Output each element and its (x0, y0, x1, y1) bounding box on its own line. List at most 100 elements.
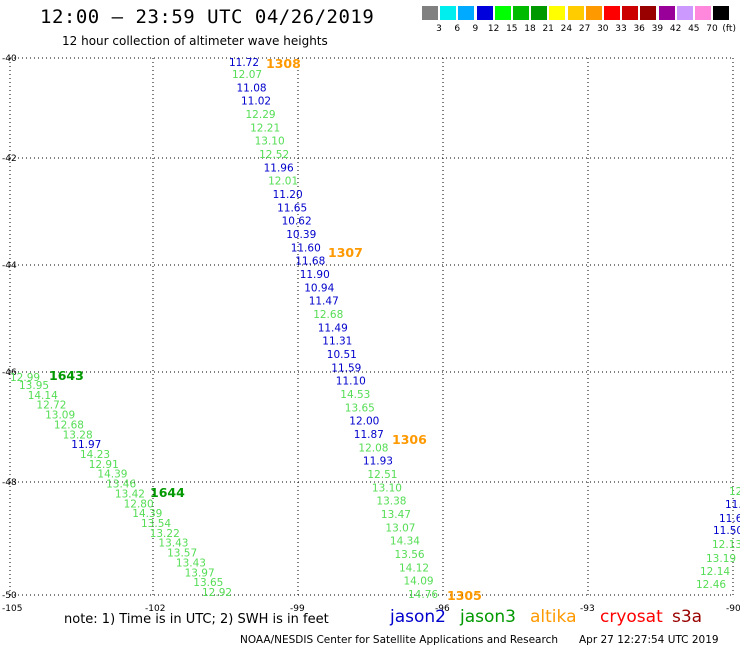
track-value: 12.68 (54, 419, 84, 431)
track-value: 14.09 (404, 576, 434, 588)
track-value: 11.49 (318, 322, 348, 334)
track-value: 13.47 (381, 509, 411, 521)
track-value: 12.01 (268, 176, 298, 188)
legend-swatch (458, 6, 475, 20)
legend-label: 24 (560, 24, 573, 34)
track-value: 12.51 (367, 469, 397, 481)
map-subtitle: 12 hour collection of altimeter wave hei… (62, 34, 328, 48)
latitude-label: -50 (2, 591, 17, 601)
track-value: 11.93 (363, 456, 393, 468)
legend-label: 36 (633, 24, 645, 34)
track-value: 14.14 (28, 390, 58, 402)
track-value: 10.51 (327, 349, 357, 361)
track-value: 11.02 (241, 96, 271, 108)
track-value: 12.00 (349, 416, 379, 428)
longitude-label: -99 (290, 604, 305, 614)
track-value: 14.53 (340, 389, 370, 401)
pass-time-label: 1305 (447, 588, 482, 603)
track-value: 12.21 (250, 122, 280, 134)
track-value: 12.13 (712, 539, 740, 551)
track-value: 13.09 (45, 410, 75, 422)
latitude-label: -48 (2, 478, 17, 488)
track-value: 11.50 (713, 525, 740, 537)
longitude-label: -93 (580, 604, 595, 614)
track-value: 14.39 (132, 508, 162, 520)
satellite-cryosat: cryosat (600, 607, 663, 627)
legend-label: 45 (688, 24, 700, 34)
legend-swatch (585, 6, 602, 20)
map-title: 12:00 – 23:59 UTC 04/26/2019 (40, 6, 375, 28)
track-value: 11.90 (300, 269, 330, 281)
track-value: 13.10 (255, 136, 285, 148)
track-value: 13.28 (63, 429, 93, 441)
track-value: 11.97 (71, 439, 101, 451)
pass-time-label: 1308 (266, 56, 301, 71)
legend-label: 12 (487, 24, 500, 34)
track-value: 13.43 (176, 557, 206, 569)
track-value: 14.34 (390, 536, 420, 548)
footer-timestamp: Apr 27 12:27:54 UTC 2019 (579, 634, 719, 646)
legend-label: 15 (506, 24, 518, 34)
legend-swatch (476, 6, 493, 20)
legend-label: 39 (651, 24, 664, 34)
pass-time-label: 1644 (150, 485, 185, 500)
track-value: 14.23 (80, 449, 110, 461)
track-value: 13.57 (167, 548, 197, 560)
legend-swatch (640, 6, 657, 20)
track-value: 13.07 (385, 522, 415, 534)
track-value: 10.39 (286, 229, 316, 241)
track-value: 12.08 (358, 442, 388, 454)
track-value: 13.56 (395, 549, 425, 561)
latitude-label: -42 (2, 154, 17, 164)
track-value: 11. (725, 499, 740, 511)
track-value: 12.72 (36, 400, 66, 412)
legend-label: 3 (436, 24, 442, 34)
track-value: 12 (729, 486, 740, 498)
track-value: 11.31 (322, 336, 352, 348)
track-value: 13.65 (193, 577, 223, 589)
legend-label: 21 (542, 24, 554, 34)
legend-swatch (658, 6, 675, 20)
track-value: 11.10 (336, 376, 366, 388)
track-value: 11.68 (295, 256, 325, 268)
track-value: 12.91 (89, 459, 119, 471)
legend-label: 27 (578, 24, 591, 34)
legend-unit: (ft) (722, 24, 736, 34)
track-value: 12.99 (10, 372, 40, 384)
legend-swatch (531, 6, 548, 20)
longitude-label: -96 (435, 604, 450, 614)
longitude-label: -105 (2, 604, 22, 614)
legend-swatch (676, 6, 693, 20)
track-value: 13.38 (376, 496, 406, 508)
track-value: 12.92 (202, 587, 232, 599)
latitude-label: -46 (2, 368, 17, 378)
satellite-jason2: jason2 (390, 607, 446, 627)
track-value: 11.47 (309, 296, 339, 308)
track-value: 11.72 (229, 57, 259, 69)
track-value: 11.59 (331, 362, 361, 374)
track-value: 10.62 (282, 216, 312, 228)
track-value: 12.80 (124, 498, 154, 510)
track-value: 13.95 (19, 380, 49, 392)
track-value: 12.14 (700, 566, 730, 578)
legend-swatch (713, 6, 730, 20)
units-note: note: 1) Time is in UTC; 2) SWH is in fe… (64, 612, 329, 627)
track-value: 13.19 (706, 553, 736, 565)
legend-label: 70 (706, 24, 718, 34)
legend-swatch (440, 6, 457, 20)
track-value: 11.08 (237, 82, 267, 94)
longitude-label: -90 (726, 604, 740, 614)
track-value: 13.54 (141, 518, 171, 530)
track-value: 14.39 (97, 469, 127, 481)
pass-time-label: 1306 (392, 432, 427, 447)
legend-swatch (622, 6, 639, 20)
latitude-label: -44 (2, 261, 17, 271)
track-value: 11.60 (291, 242, 321, 254)
track-value: 14.76 (408, 589, 438, 601)
legend-label: 18 (524, 24, 536, 34)
track-value: 14.12 (399, 562, 429, 574)
legend-swatch (604, 6, 620, 20)
track-value: 12.68 (313, 309, 343, 321)
legend-swatch (549, 6, 566, 20)
